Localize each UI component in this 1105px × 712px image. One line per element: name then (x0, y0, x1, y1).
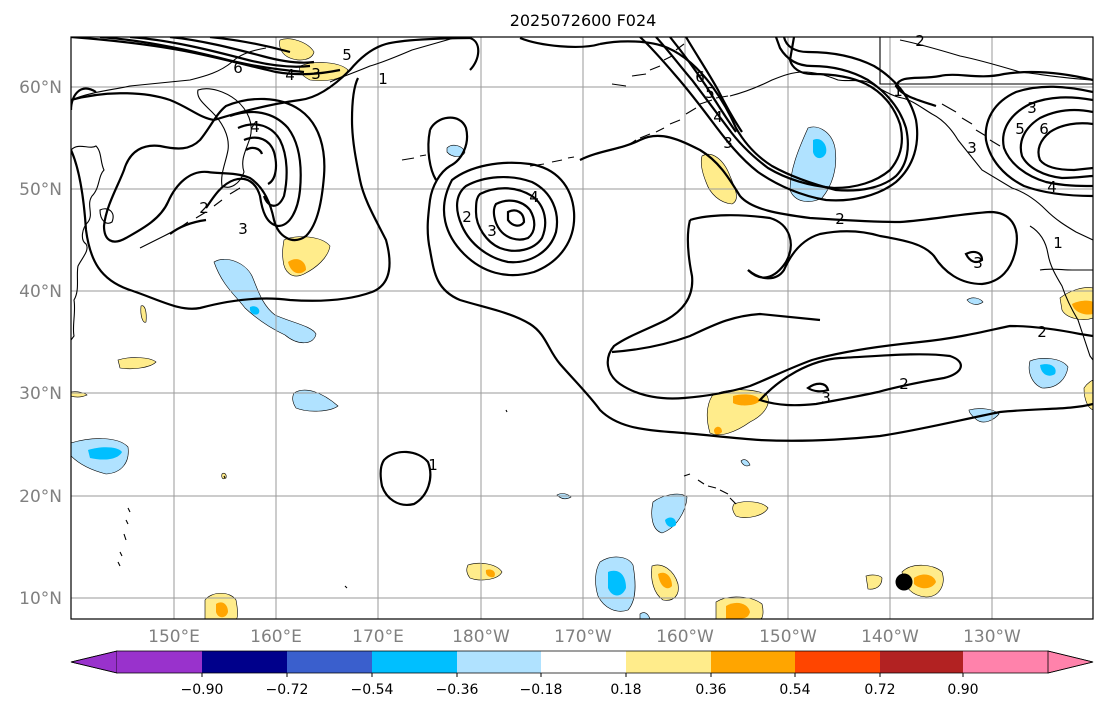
lon-label: 140°W (861, 627, 919, 647)
contour-label: 4 (285, 66, 295, 84)
contour-lines (71, 37, 1093, 506)
colorbar-tick-label: −0.90 (181, 682, 224, 698)
colorbar-tick-label: −0.18 (520, 682, 563, 698)
contour-label: 3 (821, 389, 831, 407)
colorbar-tick-label: −0.72 (266, 682, 309, 698)
contour-label: 5 (705, 84, 715, 102)
colorbar-segment (541, 651, 626, 673)
colorbar: −0.90 −0.72 −0.54 −0.36 −0.18 0.18 0.36 … (70, 650, 1094, 698)
colorbar-tick-labels: −0.90 −0.72 −0.54 −0.36 −0.18 0.18 0.36 … (181, 682, 979, 698)
lon-label: 150°W (759, 627, 817, 647)
colorbar-tick-label: 0.54 (779, 682, 810, 698)
colorbar-segment (457, 651, 541, 673)
contour-label: 4 (250, 118, 260, 136)
lon-label: 130°W (963, 627, 1021, 647)
lon-label: 160°E (250, 627, 302, 647)
contour-label: 4 (529, 188, 539, 206)
lon-label: 150°E (148, 627, 200, 647)
coastlines (71, 37, 1093, 589)
contour-label: 2 (462, 208, 472, 226)
contour-label: 3 (238, 220, 248, 238)
contour-label: 2 (915, 32, 925, 50)
storm-position-marker (895, 573, 913, 591)
lat-label: 50°N (19, 180, 62, 200)
contour-label: 2 (199, 199, 209, 217)
contour-label: 3 (311, 65, 321, 83)
colorbar-tick-label: −0.54 (351, 682, 394, 698)
colorbar-segment (117, 651, 202, 673)
colorbar-segment (287, 651, 372, 673)
contour-label-group: 6 5 4 3 1 4 3 2 4 3 2 1 2 3 3 2 6 5 4 3 … (199, 32, 1063, 474)
colorbar-tick-label: 0.18 (610, 682, 641, 698)
contour-label: 3 (487, 222, 497, 240)
contour-label: 3 (973, 254, 983, 272)
colorbar-segment (795, 651, 880, 673)
contour-label: 4 (713, 108, 723, 126)
lon-label: 180°W (452, 627, 510, 647)
contour-label: 1 (893, 82, 903, 100)
contour-label: 5 (342, 46, 352, 64)
latitude-axis: 60°N 50°N 40°N 30°N 20°N 10°N (19, 78, 62, 609)
contour-label: 1 (428, 456, 438, 474)
contour-label: 2 (835, 210, 845, 228)
contour-label: 1 (1053, 234, 1063, 252)
colorbar-segment (880, 651, 963, 673)
lat-label: 30°N (19, 384, 62, 404)
colorbar-segment (711, 651, 795, 673)
contour-label: 1 (378, 70, 388, 88)
contour-label: 3 (1027, 99, 1037, 117)
lat-label: 20°N (19, 487, 62, 507)
lat-label: 60°N (19, 78, 62, 98)
colorbar-ticks (201, 673, 964, 677)
contour-label: 2 (899, 375, 909, 393)
colorbar-tick-label: −0.36 (436, 682, 479, 698)
longitude-axis: 150°E 160°E 170°E 180°W 170°W 160°W 150°… (148, 627, 1021, 647)
colorbar-segment (372, 651, 457, 673)
lat-label: 40°N (19, 282, 62, 302)
lon-label: 170°E (352, 627, 404, 647)
contour-label: 4 (1047, 178, 1057, 196)
colorbar-tick-label: 0.90 (947, 682, 978, 698)
lat-label: 10°N (19, 589, 62, 609)
map-panel: 6 5 4 3 1 4 3 2 4 3 2 1 2 3 3 2 6 5 4 3 … (70, 32, 1094, 620)
contour-label: 5 (1015, 120, 1025, 138)
colorbar-tick-label: 0.72 (864, 682, 895, 698)
map-title: 2025072600 F024 (510, 11, 657, 30)
contour-label: 3 (967, 139, 977, 157)
contour-label: 2 (1037, 323, 1047, 341)
contour-label: 3 (723, 134, 733, 152)
contour-label: 6 (233, 59, 243, 77)
colorbar-tick-label: 0.36 (695, 682, 726, 698)
lon-label: 160°W (656, 627, 714, 647)
contour-label: 6 (1039, 120, 1049, 138)
contour-label: 6 (695, 68, 705, 86)
colorbar-extend-low (70, 650, 118, 674)
colorbar-segment (963, 651, 1048, 673)
colorbar-segment (202, 651, 287, 673)
lon-label: 170°W (554, 627, 612, 647)
map-frame (70, 36, 1094, 620)
colorbar-segment (626, 651, 711, 673)
colorbar-extend-high (1047, 650, 1094, 674)
